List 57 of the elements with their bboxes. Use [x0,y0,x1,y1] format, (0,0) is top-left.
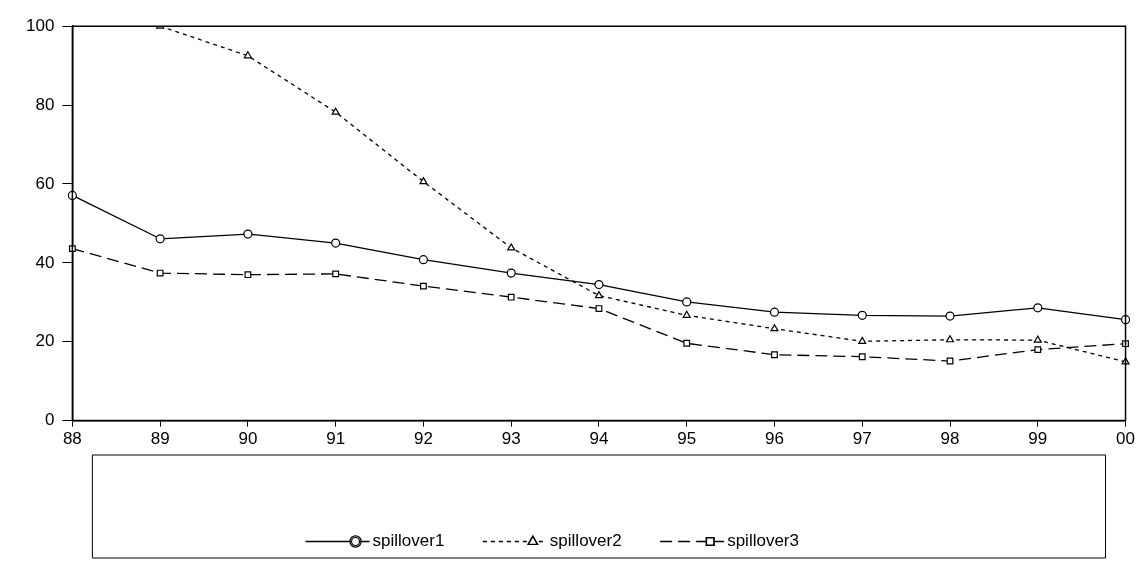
point [858,353,866,361]
point [1033,335,1042,343]
point [507,293,515,301]
x-tick-label: 98 [940,429,960,449]
x-tick-label: 00 [1116,429,1136,449]
x-tick-label: 99 [1028,429,1048,449]
x-tick-label: 92 [413,429,433,449]
point [244,271,252,279]
point [595,305,603,313]
point [682,310,691,318]
point [770,324,779,332]
y-tick-label: 0 [44,410,55,430]
point [858,336,867,344]
x-tick-label: 88 [62,429,82,449]
point [1033,303,1043,313]
y-tick-label: 100 [25,15,55,35]
point [771,351,778,359]
legend-label: spillover1 [372,531,445,551]
point [857,310,867,320]
point [594,279,604,290]
point [155,234,165,244]
point [769,307,780,317]
point [332,270,340,278]
point [683,339,691,347]
point [331,107,340,115]
x-tick-label: 91 [326,429,346,449]
point [243,51,252,59]
point [946,357,954,365]
point [68,245,76,253]
x-tick-label: 94 [589,429,609,449]
point [945,311,955,321]
point [156,269,164,277]
point [507,243,516,251]
point [243,229,253,239]
point [1122,340,1129,348]
legend-label: spillover3 [727,531,799,551]
point [420,282,427,290]
x-tick-label: 97 [852,429,872,449]
point [506,268,516,278]
point [945,335,955,343]
x-tick-label: 89 [150,429,170,449]
point [594,290,604,299]
point [1120,315,1131,325]
x-tick-label: 95 [677,429,697,449]
point [1034,346,1042,354]
point [682,297,692,307]
point [419,176,428,185]
y-tick-label: 20 [35,331,55,351]
y-tick-label: 80 [35,94,55,114]
y-tick-label: 40 [35,252,55,272]
legend-label: spillover2 [549,531,622,551]
x-tick-label: 96 [765,429,784,449]
point [331,238,341,248]
x-tick-label: 93 [501,429,521,449]
x-tick-label: 90 [238,429,258,449]
point [418,255,429,265]
y-tick-label: 60 [35,173,55,193]
